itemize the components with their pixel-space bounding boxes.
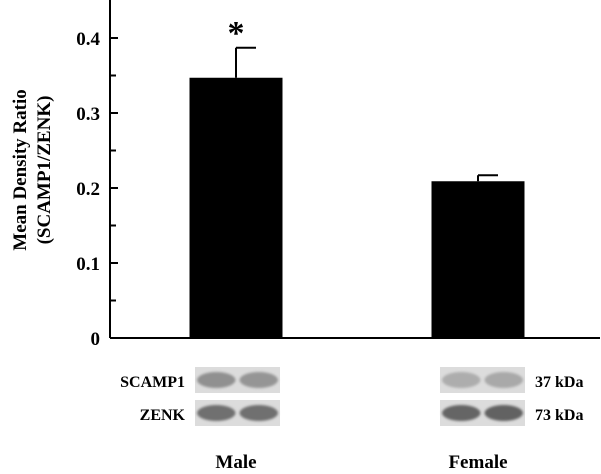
y-axis-label-line1: Mean Density Ratio bbox=[10, 89, 31, 250]
blot-band-zenk-male bbox=[239, 405, 278, 421]
blot-band-scamp1-male bbox=[197, 372, 236, 388]
y-tick-label: 0.2 bbox=[76, 179, 100, 200]
blot-band-scamp1-female bbox=[484, 372, 523, 388]
y-tick-label: 0.4 bbox=[76, 29, 100, 50]
blot-band-zenk-female bbox=[442, 405, 481, 421]
blot-size-37kda: 37 kDa bbox=[535, 374, 583, 391]
blot-row-label-scamp1: SCAMP1 bbox=[120, 374, 185, 391]
category-label-female: Female bbox=[448, 452, 507, 473]
bar-male bbox=[189, 77, 283, 338]
blot-row-label-zenk: ZENK bbox=[140, 407, 186, 424]
blot-bands bbox=[195, 367, 525, 426]
bar-female bbox=[431, 181, 525, 338]
western-blot-panel: SCAMP1 ZENK 37 kDa 73 kDa bbox=[120, 367, 583, 426]
y-tick-label: 0.3 bbox=[76, 104, 100, 125]
significance-asterisk: * bbox=[228, 15, 245, 52]
blot-band-scamp1-female bbox=[442, 372, 481, 388]
y-axis-label: Mean Density Ratio (SCAMP1/ZENK) bbox=[10, 89, 55, 250]
y-tick-label: 0 bbox=[91, 329, 101, 350]
blot-band-scamp1-male bbox=[239, 372, 278, 388]
blot-band-zenk-male bbox=[197, 405, 236, 421]
bars-layer: * bbox=[189, 15, 525, 338]
y-tick-label: 0.1 bbox=[76, 254, 100, 275]
y-axis-label-line2: (SCAMP1/ZENK) bbox=[34, 96, 55, 245]
blot-band-zenk-female bbox=[484, 405, 523, 421]
category-label-male: Male bbox=[215, 452, 256, 473]
y-ticks: 0 0.1 0.2 0.3 0.4 bbox=[76, 29, 118, 350]
blot-size-73kda: 73 kDa bbox=[535, 407, 583, 424]
